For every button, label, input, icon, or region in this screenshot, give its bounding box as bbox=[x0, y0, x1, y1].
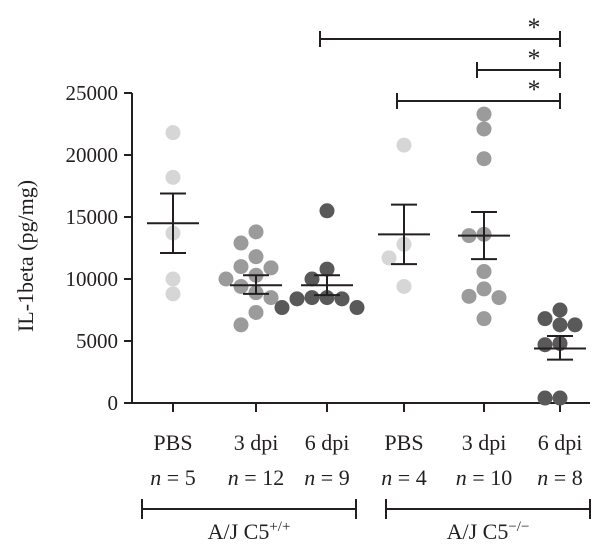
data-point bbox=[165, 286, 181, 302]
y-tick-label: 0 bbox=[108, 391, 119, 415]
n-value: = 5 bbox=[161, 465, 195, 490]
data-point bbox=[476, 106, 492, 122]
data-point bbox=[396, 278, 412, 294]
n-symbol: n bbox=[228, 465, 239, 490]
category-label: PBS bbox=[153, 430, 192, 455]
data-point bbox=[233, 235, 249, 251]
data-point bbox=[248, 249, 264, 265]
category-label: 3 dpi bbox=[234, 430, 279, 455]
data-point bbox=[381, 250, 397, 266]
data-point bbox=[233, 317, 249, 333]
data-point bbox=[476, 121, 492, 137]
data-point bbox=[476, 264, 492, 280]
data-point bbox=[248, 224, 264, 240]
y-tick-label: 25000 bbox=[66, 81, 119, 105]
data-point bbox=[233, 278, 249, 294]
data-point bbox=[248, 304, 264, 320]
n-value: = 9 bbox=[315, 465, 349, 490]
group-label: A/J C5−/− bbox=[447, 519, 530, 544]
data-point bbox=[334, 291, 350, 307]
n-value: = 10 bbox=[467, 465, 512, 490]
data-point bbox=[319, 203, 335, 219]
data-point bbox=[319, 290, 335, 306]
data-point bbox=[289, 291, 305, 307]
y-tick-label: 20000 bbox=[66, 143, 119, 167]
data-point bbox=[218, 271, 234, 287]
n-value: = 4 bbox=[392, 465, 426, 490]
data-point bbox=[567, 317, 583, 333]
group-label-main: A/J C5 bbox=[447, 519, 509, 544]
data-point bbox=[319, 261, 335, 277]
data-point bbox=[165, 125, 181, 141]
data-point bbox=[552, 317, 568, 333]
n-label: n = 10 bbox=[456, 465, 512, 490]
data-point bbox=[552, 302, 568, 318]
n-value: = 8 bbox=[548, 465, 582, 490]
y-tick-label: 5000 bbox=[76, 329, 118, 353]
data-point bbox=[476, 281, 492, 297]
n-symbol: n bbox=[150, 465, 161, 490]
group-label-main: A/J C5 bbox=[208, 519, 270, 544]
category-label: 6 dpi bbox=[538, 430, 583, 455]
group-label-sup: +/+ bbox=[269, 519, 290, 535]
data-point bbox=[476, 311, 492, 327]
axis-layer: 0 5000 10000 15000 20000 25000 IL-1beta (pg/mg… bbox=[13, 81, 590, 415]
data-point bbox=[165, 169, 181, 185]
data-point bbox=[537, 390, 553, 406]
n-value: = 12 bbox=[239, 465, 284, 490]
labels-layer: PBS n = 5 3 dpi n = 12 6 dpi n = 9 PBS n = 4 3 d… bbox=[141, 430, 591, 544]
data-point bbox=[537, 337, 553, 353]
y-tick-label: 10000 bbox=[66, 267, 119, 291]
y-axis-title: IL-1beta (pg/mg) bbox=[13, 180, 38, 332]
data-point bbox=[461, 288, 477, 304]
data-point bbox=[491, 290, 507, 306]
data-point bbox=[274, 300, 290, 316]
data-point bbox=[552, 390, 568, 406]
n-label: n = 4 bbox=[381, 465, 426, 490]
n-label: n = 9 bbox=[304, 465, 349, 490]
points-layer bbox=[165, 106, 583, 406]
data-point bbox=[349, 300, 365, 316]
data-point bbox=[476, 151, 492, 167]
data-point bbox=[233, 259, 249, 275]
category-label: 6 dpi bbox=[305, 430, 350, 455]
significance-star: * bbox=[528, 13, 541, 42]
error-layer bbox=[147, 192, 586, 361]
sig-layer: *** bbox=[319, 13, 561, 109]
group-label: A/J C5+/+ bbox=[208, 519, 291, 544]
category-label: PBS bbox=[384, 430, 423, 455]
category-label: 3 dpi bbox=[462, 430, 507, 455]
group-label-sup: −/− bbox=[508, 519, 529, 535]
n-label: n = 5 bbox=[150, 465, 195, 490]
data-point bbox=[263, 260, 279, 276]
significance-star: * bbox=[528, 44, 541, 73]
data-point bbox=[304, 290, 320, 306]
data-point bbox=[396, 137, 412, 153]
n-symbol: n bbox=[304, 465, 315, 490]
data-point bbox=[165, 271, 181, 287]
data-point bbox=[537, 311, 553, 327]
n-label: n = 8 bbox=[537, 465, 582, 490]
n-symbol: n bbox=[381, 465, 392, 490]
significance-star: * bbox=[528, 75, 541, 104]
n-symbol: n bbox=[537, 465, 548, 490]
n-symbol: n bbox=[456, 465, 467, 490]
n-label: n = 12 bbox=[228, 465, 284, 490]
y-tick-label: 15000 bbox=[66, 205, 119, 229]
